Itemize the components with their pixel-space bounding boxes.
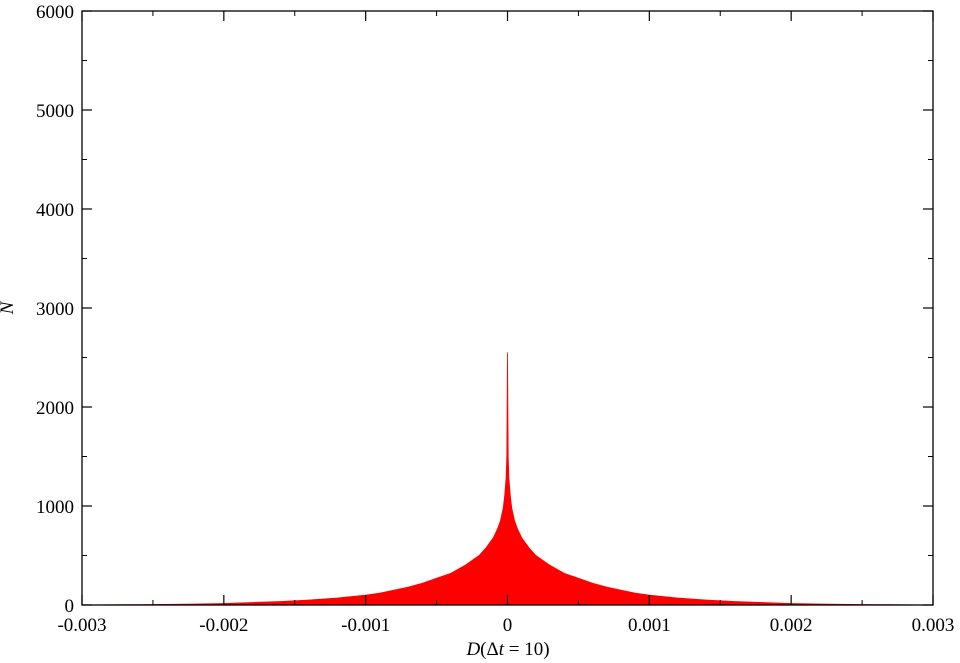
y-tick-label: 2000 (36, 398, 74, 419)
y-axis-label: N (0, 300, 18, 315)
y-tick-label: 3000 (36, 299, 74, 320)
x-axis-label: D(Δt = 10) (465, 639, 549, 660)
histogram-area (81, 352, 934, 606)
x-axis-label-open: (Δ (480, 639, 499, 660)
x-tick-label: -0.002 (199, 615, 248, 636)
x-tick-label: 0.001 (628, 615, 671, 636)
x-tick-labels: -0.003 -0.002 -0.001 0 0.001 0.002 0.003 (57, 615, 954, 636)
y-tick-label: 0 (65, 596, 75, 617)
x-tick-label: 0.003 (912, 615, 955, 636)
y-tick-label: 1000 (36, 497, 74, 518)
series-area-0 (81, 352, 934, 606)
x-tick-label: -0.003 (57, 615, 106, 636)
x-axis-label-rest: = 10) (504, 639, 550, 660)
x-axis-label-t: t (499, 639, 505, 660)
y-tick-labels: 0 1000 2000 3000 4000 5000 6000 (36, 2, 74, 617)
x-tick-label: -0.001 (341, 615, 390, 636)
x-tick-label: 0 (503, 615, 513, 636)
axis-ticks (81, 10, 934, 606)
x-tick-label: 0.002 (770, 615, 813, 636)
y-tick-label: 6000 (36, 2, 74, 23)
x-axis-label-var: D (465, 639, 480, 660)
y-tick-label: 4000 (36, 200, 74, 221)
y-tick-label: 5000 (36, 101, 74, 122)
